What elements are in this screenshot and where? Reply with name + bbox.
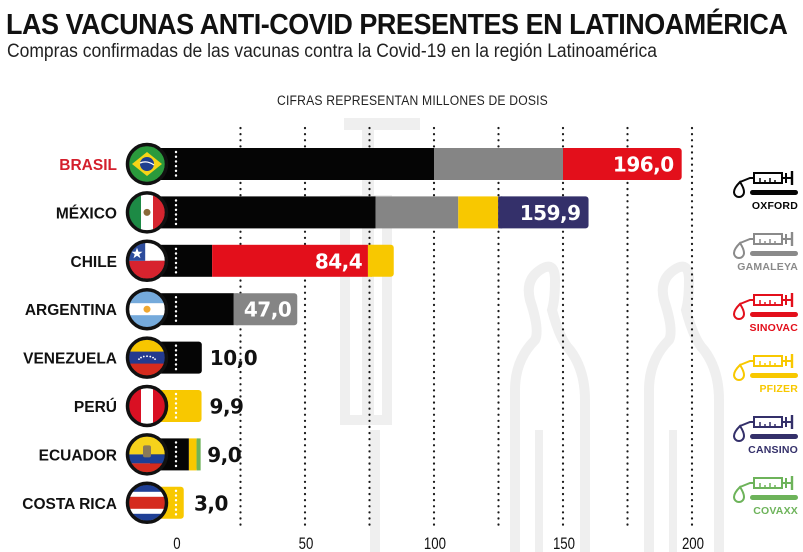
syringe-icon (732, 354, 798, 381)
bar-segment-pfizer (367, 244, 372, 277)
costa-rica-flag-icon (125, 481, 169, 525)
legend-item-sinovac: SINOVAC (728, 290, 803, 340)
bar-group: 196,0 (150, 148, 682, 180)
peru-flag-icon (125, 384, 169, 428)
watermark-vial (644, 261, 724, 552)
chart-title: LAS VACUNAS ANTI-COVID PRESENTES EN LATI… (6, 9, 788, 41)
bar-value-label: 10,0 (210, 346, 257, 370)
x-axis-ticks: 0 50 100 150 200 (173, 535, 704, 552)
watermark-vial (510, 261, 590, 552)
x-tick-label: 0 (173, 535, 180, 552)
category-label: MÉXICO (56, 205, 117, 222)
bar-value-label: 9,9 (210, 395, 244, 419)
units-note: CIFRAS REPRESENTAN MILLONES DE DOSIS (0, 93, 803, 108)
syringe-icon (732, 232, 798, 259)
mexico-flag-icon (125, 191, 169, 234)
syringe-icon (732, 171, 798, 198)
bar-value-label: 47,0 (244, 298, 291, 322)
bar-segment-sinovac (563, 148, 567, 180)
bar-group: 84,4 (150, 244, 394, 277)
legend-item-gamaleya: GAMALEYA (728, 229, 803, 279)
bar-value-label: 196,0 (613, 153, 674, 177)
bars: 196,0 159,9 84,4 47,0 10,0 9,9 9,0 3,0 (150, 148, 682, 519)
bar-segment-sinovac (563, 148, 682, 180)
bar-group: 47,0 (150, 293, 298, 326)
x-tick-label: 200 (682, 535, 704, 552)
bar-segment-gamaleya (233, 293, 238, 326)
legend-label: SINOVAC (749, 322, 798, 334)
legend-label: CANSINO (748, 444, 798, 456)
x-tick-label: 150 (553, 535, 575, 552)
legend-label: GAMALEYA (737, 261, 798, 273)
watermark-vial (535, 430, 543, 552)
flag-border (125, 336, 169, 379)
chile-flag-icon (125, 239, 169, 283)
x-tick-label: 100 (424, 535, 446, 552)
watermark-vial (669, 430, 677, 552)
flag-border (125, 433, 169, 476)
legend-item-oxford: OXFORD (728, 168, 803, 218)
units-note-text: CIFRAS REPRESENTAN MILLONES DE DOSIS (277, 93, 548, 108)
syringe-icon (732, 415, 798, 442)
flag-border (125, 239, 169, 283)
bar-segment-pfizer (188, 438, 197, 471)
bar-segment-covaxx (196, 438, 201, 471)
bar-segment-cansino (498, 196, 589, 229)
bar-value-label: 3,0 (194, 491, 228, 515)
bar-segment-sinovac (212, 244, 368, 277)
watermark-syringe (344, 118, 420, 130)
category-label: COSTA RICA (22, 496, 117, 513)
bar-segment-gamaleya (233, 293, 298, 326)
bar-segment-oxford (150, 148, 434, 180)
bar-value-label: 9,0 (207, 443, 241, 467)
legend-item-cansino: CANSINO (728, 412, 803, 462)
legend-label: OXFORD (751, 200, 798, 212)
flag-border (125, 287, 169, 331)
legend-item-covaxx: COVAXX (728, 473, 803, 523)
category-labels: BRASIL MÉXICO CHILE ARGENTINA VENEZUELA PERÚ E… (22, 142, 169, 525)
bar-segment-cansino (498, 196, 503, 229)
bar-group: 159,9 (150, 196, 589, 229)
category-label: PERÚ (74, 398, 117, 416)
x-tick-label: 50 (299, 535, 314, 552)
bar-segment-gamaleya (375, 196, 459, 229)
bar-value-label: 159,9 (520, 201, 581, 225)
syringe-icon (732, 476, 798, 503)
watermark-syringe (370, 430, 380, 552)
flag-border (125, 481, 169, 525)
category-label: BRASIL (59, 157, 117, 174)
brazil-flag-icon (125, 142, 169, 186)
bar-segment-oxford (150, 196, 376, 229)
background-watermark (340, 118, 724, 552)
chart-subtitle: Compras confirmadas de las vacunas contr… (7, 41, 658, 62)
flag-border (125, 384, 169, 428)
flag-border (125, 191, 169, 234)
bar-value-label: 84,4 (315, 249, 362, 273)
syringe-icon (732, 293, 798, 320)
bar-segment-gamaleya (434, 148, 563, 180)
category-label: VENEZUELA (23, 351, 117, 368)
legend-item-pfizer: PFIZER (728, 351, 803, 401)
legend-label: COVAXX (753, 505, 798, 517)
category-label: ECUADOR (39, 447, 117, 464)
category-label: CHILE (71, 254, 118, 271)
bar-segment-pfizer (367, 244, 394, 277)
legend-label: PFIZER (759, 383, 798, 395)
argentina-flag-icon (125, 287, 169, 331)
ecuador-flag-icon (125, 433, 169, 476)
flag-border (125, 142, 169, 186)
bar-segment-pfizer (458, 196, 499, 229)
category-label: ARGENTINA (25, 302, 117, 319)
venezuela-flag-icon (125, 336, 169, 379)
gridlines (239, 126, 694, 529)
